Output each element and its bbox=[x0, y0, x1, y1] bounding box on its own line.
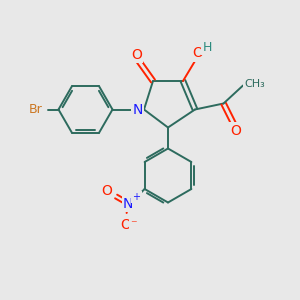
Text: O: O bbox=[193, 46, 203, 60]
Text: H: H bbox=[202, 40, 212, 54]
Text: Br: Br bbox=[28, 103, 42, 116]
Text: +: + bbox=[133, 192, 140, 202]
Text: O: O bbox=[121, 218, 131, 232]
Text: O: O bbox=[230, 124, 241, 137]
Text: N: N bbox=[123, 197, 133, 211]
Text: CH₃: CH₃ bbox=[244, 79, 265, 89]
Text: O: O bbox=[101, 184, 112, 198]
Text: O: O bbox=[131, 48, 142, 62]
Text: N: N bbox=[132, 103, 142, 116]
Text: ⁻: ⁻ bbox=[130, 218, 136, 232]
